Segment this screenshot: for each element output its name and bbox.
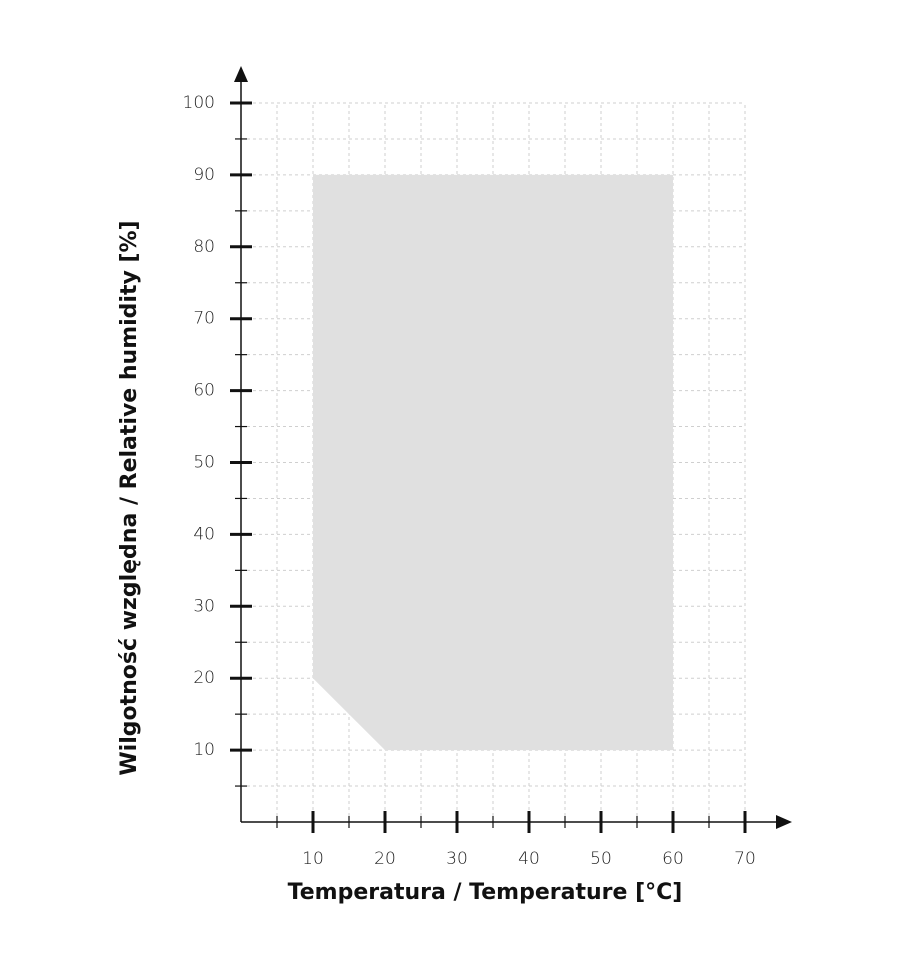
x-tick-label: 70	[734, 849, 756, 869]
marks	[313, 174, 673, 751]
x-tick-label: 30	[446, 849, 468, 869]
axes: 10 20 30 40 50 60 70 10 20 30 40 50 60 70 80 90 100	[183, 66, 792, 869]
y-tick-label: 100	[183, 93, 215, 113]
y-tick-label: 90	[193, 165, 215, 185]
y-tick-label: 50	[193, 453, 215, 473]
y-tick-label: 60	[193, 381, 215, 401]
y-tick-label: 10	[193, 740, 215, 760]
x-tick-label: 40	[518, 849, 540, 869]
x-axis-arrow	[776, 815, 792, 829]
x-axis-label: Temperatura / Temperature [°C]	[288, 880, 683, 905]
y-tick-label: 70	[193, 309, 215, 329]
y-tick-label: 40	[193, 524, 215, 544]
y-tick-label: 30	[193, 596, 215, 616]
x-tick-label: 10	[302, 849, 324, 869]
y-axis-arrow	[234, 66, 248, 82]
x-tick-label: 20	[374, 849, 396, 869]
y-tick-label: 20	[193, 668, 215, 688]
x-tick-label: 50	[590, 849, 612, 869]
area	[313, 174, 673, 751]
y-tick-label: 80	[193, 237, 215, 257]
y-axis-label: Wilgotność względna / Relative humidity …	[117, 220, 142, 775]
x-tick-label: 60	[662, 849, 684, 869]
